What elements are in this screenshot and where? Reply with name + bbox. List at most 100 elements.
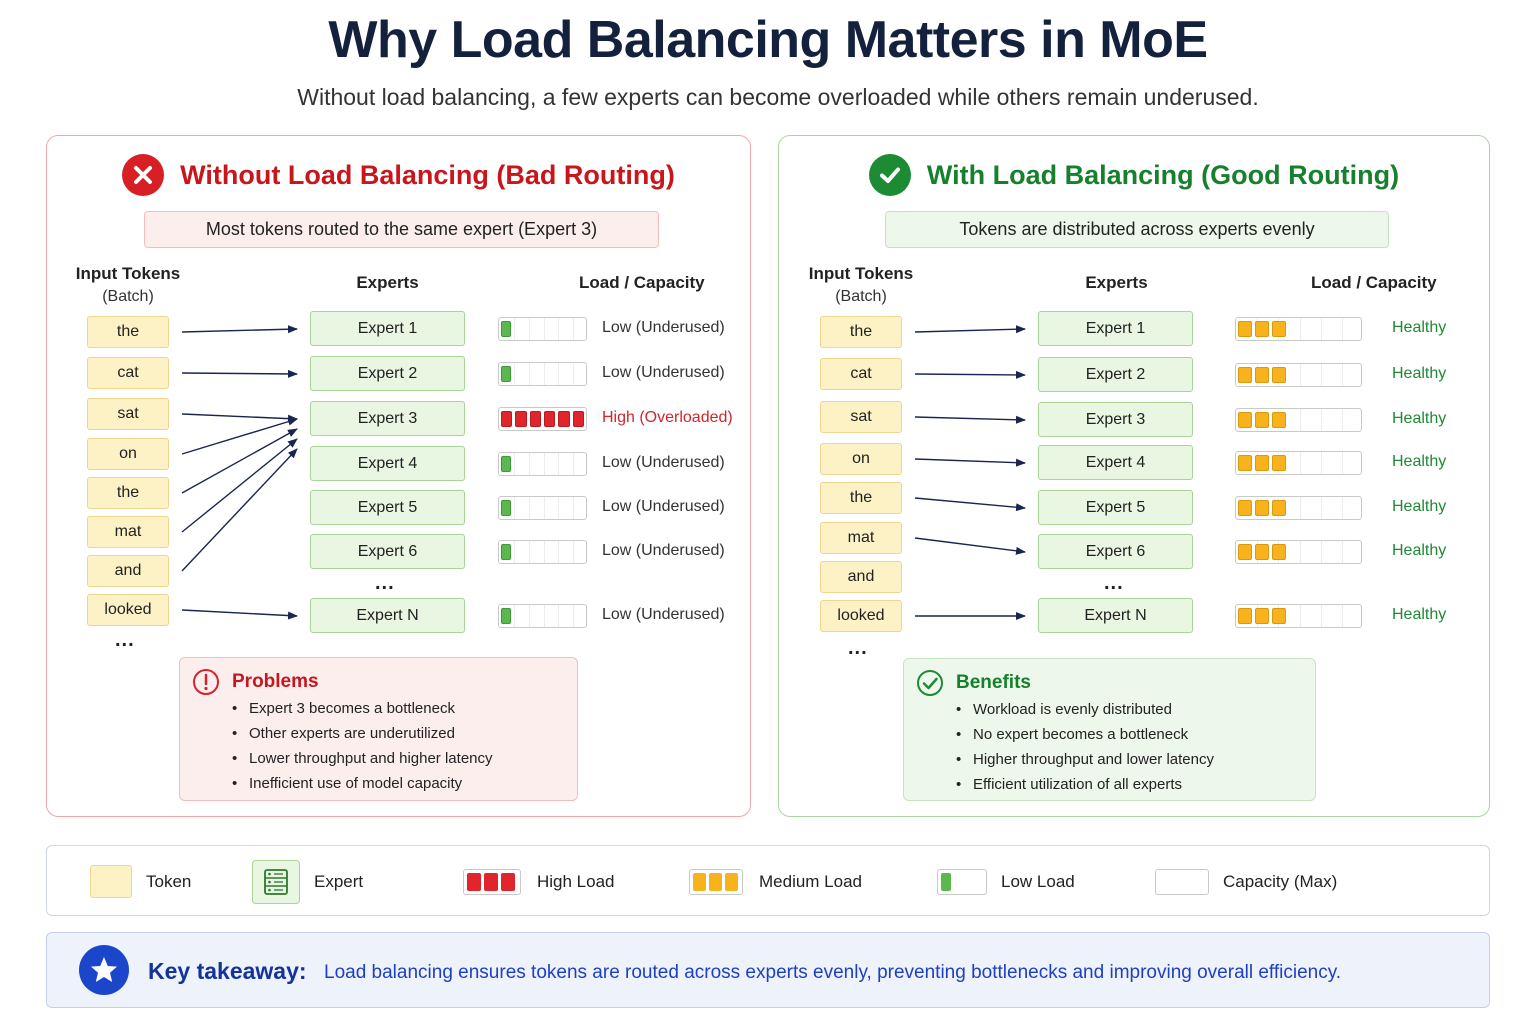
good-col-experts-header: Experts [1085, 273, 1148, 292]
bad-panel-summary: Most tokens routed to the same expert (E… [144, 211, 659, 248]
good-panel-header: With Load Balancing (Good Routing) [779, 154, 1489, 196]
load-status-0: Healthy [1392, 319, 1447, 336]
bad-col-load-header: Load / Capacity [579, 273, 705, 292]
route-arrow [181, 609, 298, 620]
load-bar-0 [1235, 317, 1362, 341]
load-status-4: Healthy [1392, 498, 1447, 515]
load-segment [501, 456, 511, 472]
server-icon [252, 859, 300, 904]
problem-item: Inefficient use of model capacity [232, 771, 493, 796]
benefit-item: No expert becomes a bottleneck [956, 722, 1214, 747]
good-col-load-header: Load / Capacity [1311, 273, 1437, 292]
legend-medium-label: Medium Load [759, 871, 863, 891]
load-segment [1255, 500, 1269, 516]
token-0: the [87, 316, 169, 348]
load-segment [1255, 367, 1269, 383]
load-segment [1272, 455, 1286, 471]
problems-box: Problems Expert 3 becomes a bottleneck O… [179, 657, 578, 801]
expert-6: Expert N [1038, 598, 1193, 633]
problem-item: Other experts are underutilized [232, 721, 493, 746]
token-2: sat [87, 398, 169, 430]
load-segment [501, 321, 511, 337]
load-segment [558, 411, 570, 427]
load-status-3: Low (Underused) [602, 454, 725, 471]
star-icon [79, 945, 129, 995]
page-title: Why Load Balancing Matters in MoE [328, 11, 1208, 69]
load-status-1: Healthy [1392, 365, 1447, 382]
check-circle-icon [868, 154, 911, 196]
expert-ellipsis: ... [375, 572, 395, 594]
load-bar-1 [1235, 363, 1362, 387]
benefit-item: Efficient utilization of all experts [956, 772, 1214, 797]
benefits-title: Benefits [956, 672, 1031, 693]
benefit-item: Workload is evenly distributed [956, 697, 1214, 722]
route-arrow [914, 497, 1026, 512]
good-panel-title: With Load Balancing (Good Routing) [926, 159, 1400, 190]
takeaway-text: Load balancing ensures tokens are routed… [324, 962, 1342, 983]
problem-item: Expert 3 becomes a bottleneck [232, 696, 493, 721]
load-segment [543, 411, 556, 427]
load-bar-2 [1235, 408, 1362, 432]
token-4: the [87, 477, 169, 509]
legend-expert: Expert [252, 846, 363, 917]
load-segment [501, 608, 511, 624]
legend-capacity-swatch [1155, 868, 1209, 895]
load-status-4: Low (Underused) [602, 498, 725, 515]
expert-4: Expert 5 [310, 490, 465, 525]
legend-token: Token [90, 846, 191, 917]
load-bar-3 [498, 452, 587, 476]
load-segment [572, 411, 584, 427]
token-7: looked [87, 594, 169, 626]
load-segment [1255, 321, 1269, 337]
route-arrow [914, 537, 1026, 555]
expert-3: Expert 4 [1038, 445, 1193, 480]
load-segment [501, 544, 511, 560]
route-arrow [181, 369, 298, 378]
expert-1: Expert 2 [1038, 357, 1193, 392]
route-arrow [181, 417, 298, 455]
load-bar-5 [1235, 540, 1362, 564]
legend-medium-swatch [689, 868, 743, 895]
legend-low: Low Load [937, 846, 1075, 917]
load-status-1: Low (Underused) [602, 364, 725, 381]
load-segment [501, 366, 511, 382]
load-status-5: Healthy [1392, 542, 1447, 559]
load-segment [1238, 544, 1252, 560]
load-segment [1238, 321, 1252, 337]
check-circle-outline-icon [917, 670, 943, 696]
load-segment [529, 411, 541, 427]
token-ellipsis: ... [115, 629, 135, 651]
good-panel-summary: Tokens are distributed across experts ev… [885, 211, 1389, 248]
route-arrow [914, 325, 1026, 334]
good-col-tokens-sub: (Batch) [835, 288, 887, 305]
token-1: cat [87, 357, 169, 389]
load-segment [1272, 367, 1286, 383]
load-status-2: High (Overloaded) [602, 409, 733, 426]
load-status-2: Healthy [1392, 410, 1447, 427]
token-7: looked [820, 600, 902, 632]
problems-title: Problems [232, 671, 319, 692]
legend-capacity-label: Capacity (Max) [1223, 871, 1338, 891]
load-bar-0 [498, 317, 587, 341]
token-2: sat [820, 401, 902, 433]
load-bar-4 [498, 496, 587, 520]
load-segment [515, 411, 527, 427]
load-segment [1238, 608, 1252, 624]
bad-col-tokens-header: Input Tokens [75, 264, 181, 283]
page-subtitle: Without load balancing, a few experts ca… [297, 84, 1259, 110]
key-takeaway-banner: Key takeaway: Load balancing ensures tok… [46, 932, 1490, 1008]
token-5: mat [820, 522, 902, 554]
bad-panel-header: Without Load Balancing (Bad Routing) [47, 154, 750, 196]
route-arrow [181, 448, 298, 572]
expert-2: Expert 3 [1038, 402, 1193, 437]
legend-high-label: High Load [537, 871, 615, 891]
token-3: on [820, 443, 902, 475]
load-bar-6 [498, 604, 587, 628]
expert-5: Expert 6 [310, 534, 465, 569]
load-bar-2 [498, 407, 587, 431]
good-routing-panel: With Load Balancing (Good Routing) Token… [778, 135, 1490, 817]
route-arrow [181, 428, 298, 494]
legend-high-swatch [463, 868, 521, 895]
bad-col-experts-header: Experts [356, 273, 419, 292]
